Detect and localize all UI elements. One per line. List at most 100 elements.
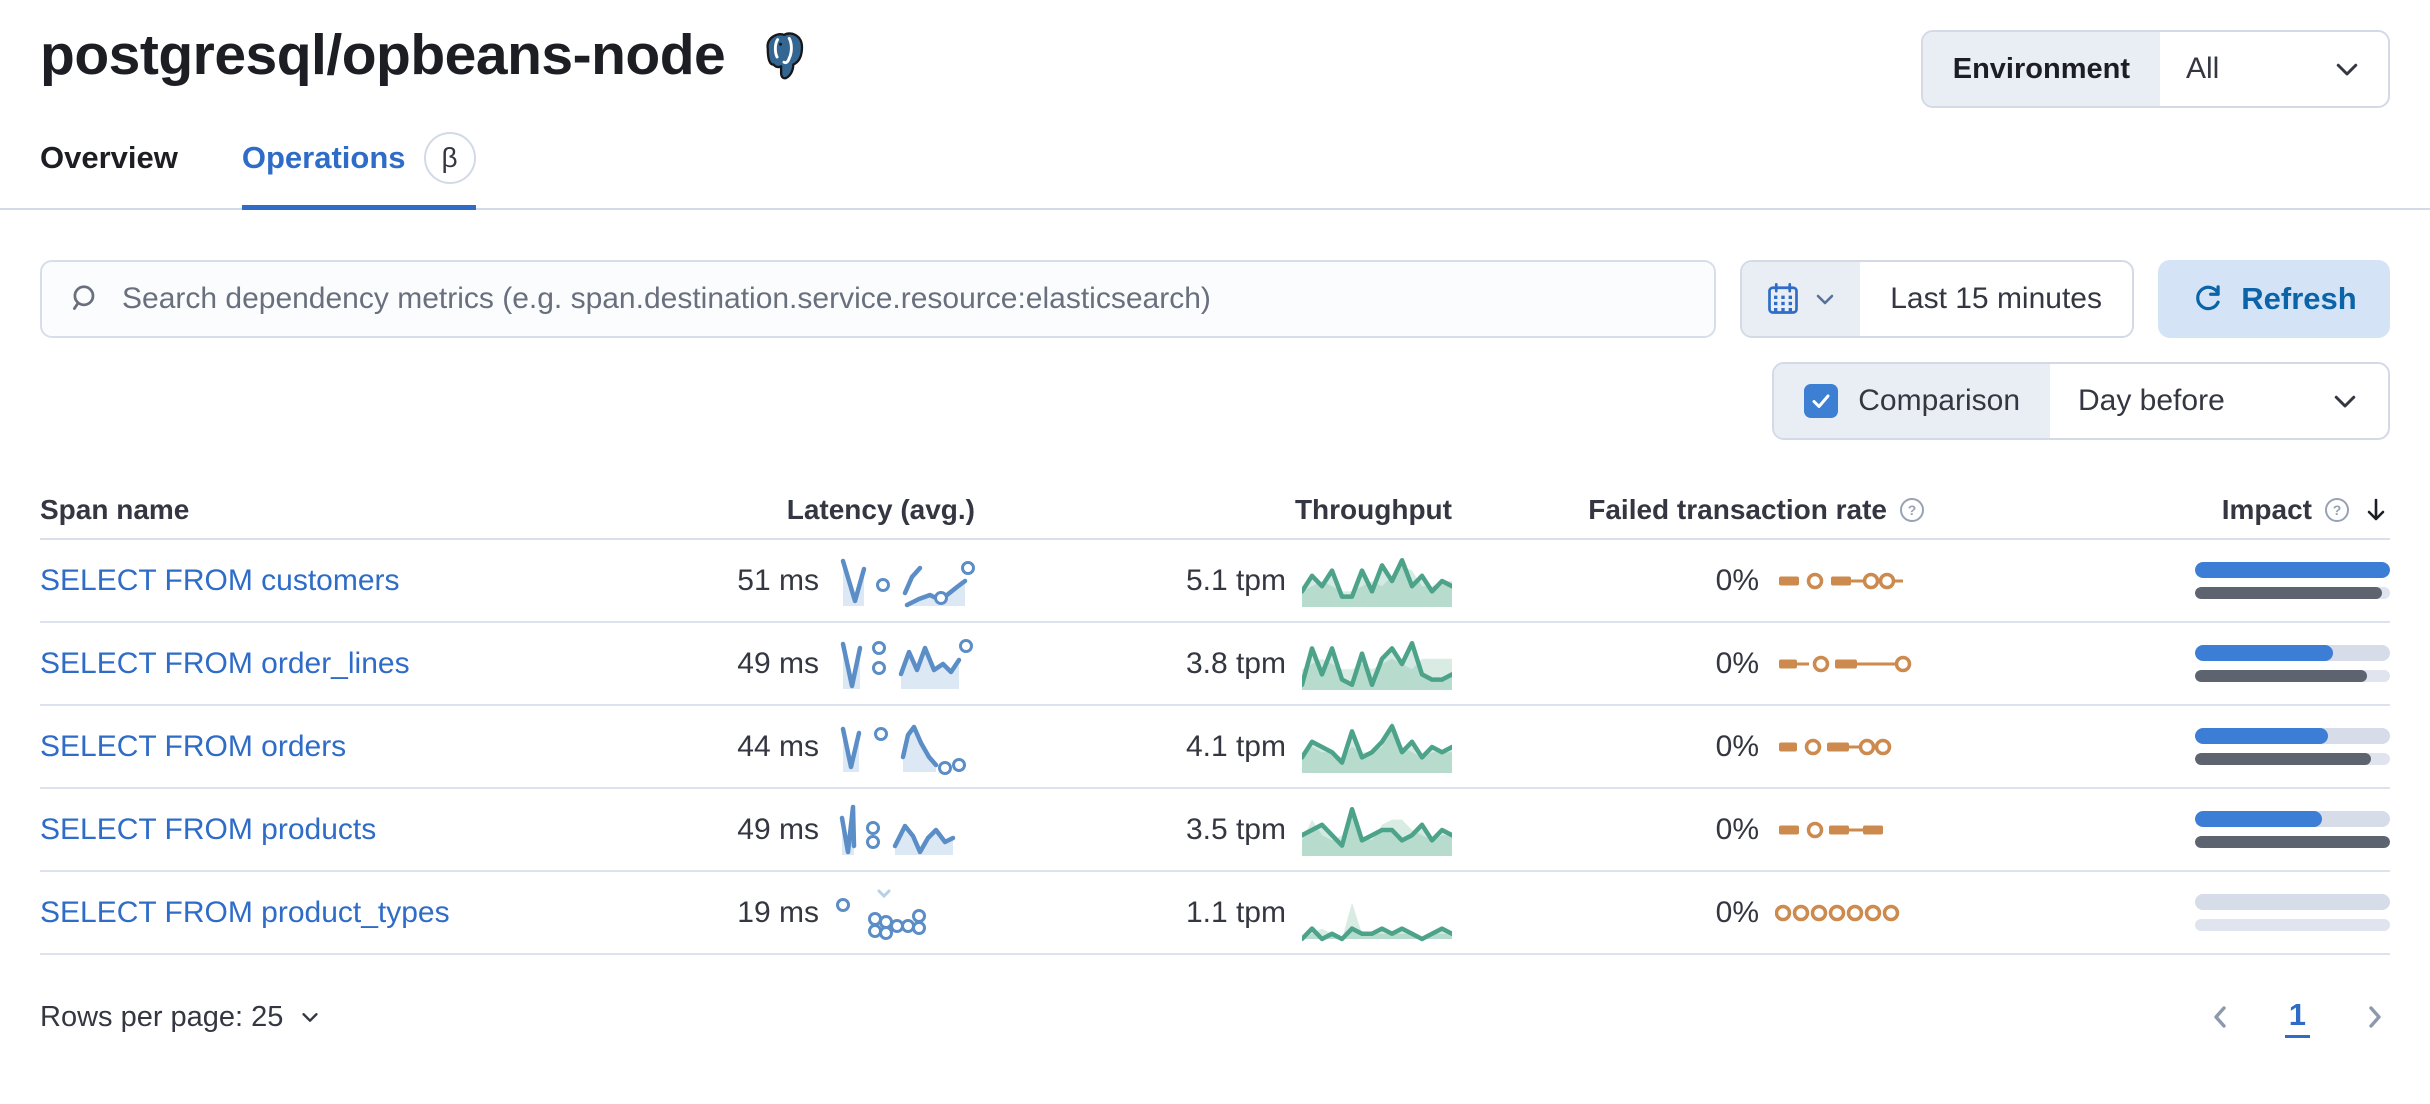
throughput-sparkline — [1302, 557, 1452, 607]
chevron-down-icon — [302, 1013, 319, 1022]
column-header-impact[interactable]: Impact ? — [1925, 494, 2390, 526]
span-name-link[interactable]: SELECT FROM order_lines — [40, 646, 410, 680]
span-name-link[interactable]: SELECT FROM products — [40, 812, 377, 846]
impact-previous-track — [2195, 919, 2390, 931]
tab-overview[interactable]: Overview — [40, 132, 178, 210]
table-row: SELECT FROM order_lines 49 ms 3.8 tpm 0% — [40, 623, 2390, 706]
latency-sparkline — [840, 638, 973, 689]
rows-per-page-label: Rows per page: 25 — [40, 1000, 284, 1033]
tab-operations[interactable]: Operations β — [241, 132, 476, 210]
postgresql-icon — [766, 32, 804, 80]
failed-rate-value: 0% — [1715, 563, 1759, 597]
throughput-sparkline — [1302, 902, 1452, 941]
impact-current-track — [2195, 645, 2390, 661]
throughput-sparkline — [1302, 640, 1452, 690]
comparison-toggle: Comparison — [1774, 364, 2050, 438]
latency-value: 44 ms — [737, 729, 819, 763]
throughput-value: 3.8 tpm — [1185, 646, 1286, 680]
span-name-link[interactable]: SELECT FROM customers — [40, 563, 400, 597]
impact-bars — [2195, 894, 2390, 931]
failed-rate-header-label: Failed transaction rate — [1588, 494, 1887, 525]
sort-descending-icon — [2367, 498, 2385, 521]
impact-previous-fill — [2195, 670, 2367, 682]
throughput-cell: 4.1 tpm — [975, 717, 1452, 777]
throughput-cell: 1.1 tpm — [975, 883, 1452, 943]
time-range-value[interactable]: Last 15 minutes — [1890, 282, 2102, 315]
failed-rate-sparkline — [1779, 738, 1892, 755]
impact-bars — [2195, 811, 2390, 848]
page-number-1[interactable]: 1 — [2284, 997, 2310, 1038]
chevron-down-icon — [2334, 395, 2356, 408]
throughput-cell: 3.8 tpm — [975, 634, 1452, 694]
refresh-button[interactable]: Refresh — [2158, 260, 2390, 338]
impact-current-track — [2195, 811, 2390, 827]
failed-rate-sparkline — [1779, 572, 1903, 589]
impact-previous-track — [2195, 587, 2390, 599]
failed-rate-cell: 0% — [1452, 561, 1925, 601]
failed-rate-value: 0% — [1715, 812, 1759, 846]
impact-current-track — [2195, 562, 2390, 578]
table-row: SELECT FROM customers 51 ms 5.1 tpm 0% — [40, 540, 2390, 623]
impact-current-fill — [2195, 562, 2390, 578]
throughput-cell: 5.1 tpm — [975, 551, 1452, 611]
beta-badge: β — [423, 132, 476, 184]
rows-per-page-selector[interactable]: Rows per page: 25 — [40, 1001, 321, 1034]
column-header-latency[interactable]: Latency (avg.) — [786, 494, 975, 525]
table-row: SELECT FROM product_types 19 ms 1.1 tpm 0% — [40, 872, 2390, 955]
environment-label: Environment — [1922, 32, 2160, 106]
latency-sparkline — [839, 804, 956, 855]
search-icon — [72, 285, 95, 310]
comparison-group: Comparison Day before — [1772, 362, 2390, 440]
comparison-row: Comparison Day before — [0, 362, 2430, 440]
column-header-throughput[interactable]: Throughput — [1294, 494, 1452, 525]
impact-current-fill — [2195, 645, 2334, 661]
date-picker-quick-menu[interactable] — [1742, 262, 1861, 336]
operations-table: Span name Latency (avg.) Throughput Fail… — [0, 482, 2430, 955]
latency-cell: 49 ms — [645, 636, 975, 692]
throughput-value: 3.5 tpm — [1185, 812, 1286, 846]
failed-rate-cell: 0% — [1452, 810, 1925, 850]
comparison-label: Comparison — [1858, 384, 2020, 417]
calendar-icon — [1768, 283, 1799, 314]
impact-cell — [1925, 645, 2390, 682]
table-header-row: Span name Latency (avg.) Throughput Fail… — [40, 482, 2390, 540]
next-page-button[interactable] — [2358, 1001, 2390, 1033]
table-row: SELECT FROM orders 44 ms 4.1 tpm 0% — [40, 706, 2390, 789]
span-name-link[interactable]: SELECT FROM product_types — [40, 895, 450, 929]
impact-cell — [1925, 894, 2390, 931]
column-header-failed-rate[interactable]: Failed transaction rate ? — [1452, 494, 1925, 526]
page-title: postgresql/opbeans-node — [40, 23, 726, 87]
latency-cell: 49 ms — [645, 802, 975, 858]
question-icon: ? — [2325, 498, 2349, 522]
span-name-cell: SELECT FROM customers — [40, 564, 645, 598]
previous-page-button[interactable] — [2205, 1001, 2237, 1033]
failed-rate-cell: 0% — [1452, 727, 1925, 767]
table-row: SELECT FROM products 49 ms 3.5 tpm 0% — [40, 789, 2390, 872]
environment-filter: Environment All — [1920, 30, 2390, 108]
search-input[interactable] — [122, 282, 1689, 316]
span-name-link[interactable]: SELECT FROM orders — [40, 729, 347, 763]
impact-current-fill — [2195, 728, 2328, 744]
column-header-span-name[interactable]: Span name — [40, 494, 190, 525]
svg-text:?: ? — [2333, 502, 2342, 518]
latency-sparkline — [836, 889, 926, 940]
throughput-value: 1.1 tpm — [1185, 895, 1286, 929]
span-name-cell: SELECT FROM product_types — [40, 896, 645, 930]
span-name-cell: SELECT FROM orders — [40, 730, 645, 764]
impact-bars — [2195, 562, 2390, 599]
comparison-select[interactable]: Day before — [2050, 364, 2388, 438]
environment-select[interactable]: All — [2160, 32, 2388, 106]
tab-overview-label: Overview — [40, 140, 178, 175]
pager: 1 — [2205, 997, 2390, 1038]
failed-rate-sparkline — [1779, 655, 1912, 672]
failed-rate-value: 0% — [1715, 895, 1759, 929]
failed-rate-value: 0% — [1715, 729, 1759, 763]
pagination-bar: Rows per page: 25 1 — [0, 981, 2430, 1053]
comparison-checkbox[interactable] — [1804, 384, 1839, 418]
latency-value: 49 ms — [737, 812, 819, 846]
failed-rate-cell: 0% — [1452, 644, 1925, 684]
impact-bars — [2195, 645, 2390, 682]
failed-rate-sparkline — [1779, 821, 1883, 838]
throughput-cell: 3.5 tpm — [975, 800, 1452, 860]
impact-bars — [2195, 728, 2390, 765]
